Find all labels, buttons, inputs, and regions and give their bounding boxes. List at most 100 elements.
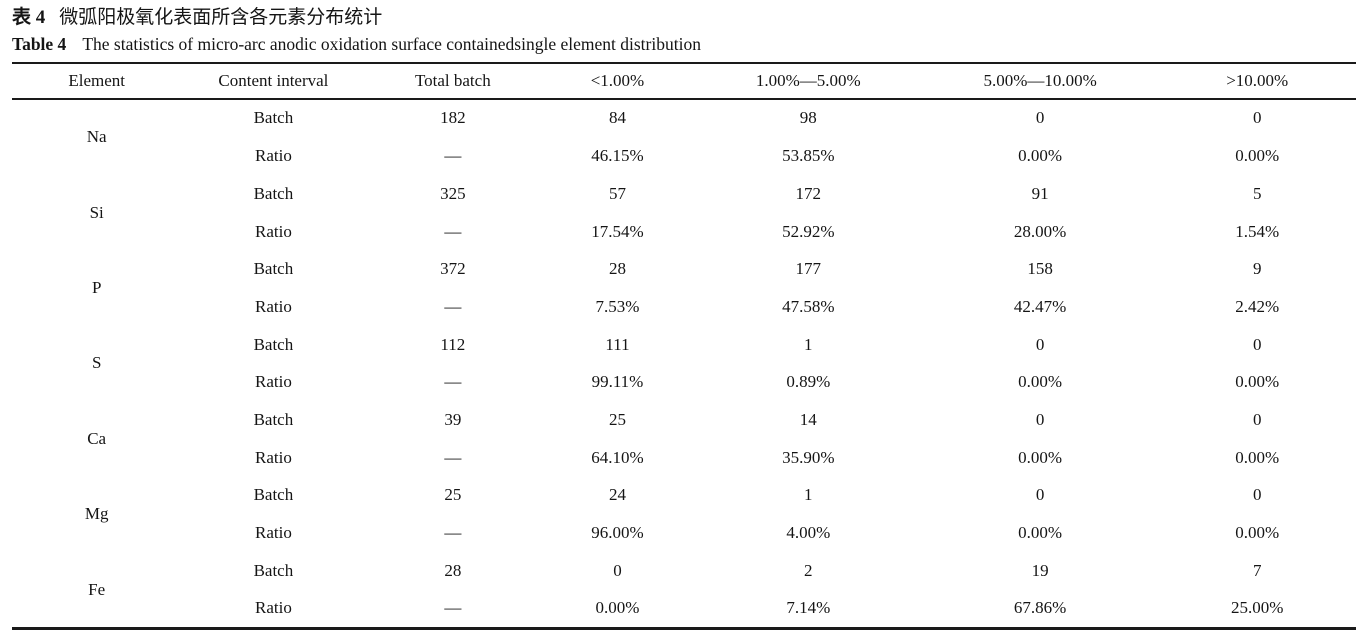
element-cell-na: Na: [86, 127, 107, 147]
col-header-gt-10pct: >10.00%: [1158, 62, 1356, 100]
batch-value-na-col1: 182: [440, 108, 466, 128]
batch-value-si-col2: 57: [608, 183, 626, 203]
interval-label-batch-ca: Batch: [253, 409, 294, 429]
batch-value-na-col5: 0: [1252, 108, 1262, 128]
batch-value-ca-col4: 0: [1035, 409, 1045, 429]
ratio-value-ca-col2: 64.10%: [591, 447, 644, 467]
batch-value-s-col4: 0: [1035, 334, 1045, 354]
table-title-zh: 表 4 微弧阳极氧化表面所含各元素分布统计: [12, 5, 1352, 31]
table-row-na-batch: Na Batch 182 84 98 0 0: [12, 99, 1356, 146]
batch-value-mg-col3: 1: [804, 485, 813, 505]
element-cell-fe: Fe: [88, 579, 106, 599]
col-header-element: Element: [12, 62, 182, 100]
batch-value-fe-col1: 28: [444, 560, 462, 580]
element-cell-mg: Mg: [84, 504, 109, 524]
ratio-value-mg-col4: 0.00%: [1018, 523, 1063, 543]
ratio-value-si-col2: 17.54%: [591, 221, 644, 241]
ratio-value-p-col2: 7.53%: [595, 296, 640, 316]
table-title-zh-text: 微弧阳极氧化表面所含各元素分布统计: [59, 7, 383, 28]
interval-label-ratio-ca: Ratio: [254, 447, 292, 467]
ratio-value-p-col4: 42.47%: [1013, 296, 1067, 316]
interval-label-batch-si: Batch: [253, 183, 294, 203]
table-title-en: Table 4 The statistics of micro-arc anodi…: [12, 34, 1352, 55]
table-row-mg-ratio: Ratio — 96.00% 4.00% 0.00% 0.00%: [12, 514, 1356, 552]
ratio-value-na-col2: 46.15%: [591, 146, 644, 166]
batch-value-ca-col3: 14: [799, 409, 817, 429]
interval-label-batch-s: Batch: [253, 334, 294, 354]
batch-value-na-col4: 0: [1035, 108, 1045, 128]
ratio-value-s-col2: 99.11%: [591, 372, 644, 392]
table-title-en-text: The statistics of micro-arc anodic oxida…: [82, 33, 701, 54]
ratio-value-na-col3: 53.85%: [782, 146, 835, 166]
table-number-en: Table 4: [12, 33, 67, 54]
ratio-value-si-col5: 1.54%: [1235, 221, 1280, 241]
batch-value-si-col5: 5: [1252, 183, 1262, 203]
batch-value-s-col1: 112: [440, 334, 466, 354]
batch-value-fe-col4: 19: [1031, 560, 1049, 580]
ratio-value-mg-col3: 4.00%: [786, 523, 831, 543]
ratio-value-s-col5: 0.00%: [1235, 372, 1280, 392]
table-number-zh: 表 4: [12, 7, 46, 28]
ratio-value-si-col1: —: [444, 221, 462, 241]
ratio-value-mg-col2: 96.00%: [591, 523, 644, 543]
batch-value-mg-col4: 0: [1035, 485, 1045, 505]
ratio-value-p-col5: 2.42%: [1235, 296, 1280, 316]
table-row-na-ratio: Ratio — 46.15% 53.85% 0.00% 0.00%: [12, 137, 1356, 175]
col-header-content-interval: Content interval: [181, 62, 366, 100]
ratio-value-mg-col1: —: [444, 523, 462, 543]
table-row-p-ratio: Ratio — 7.53% 47.58% 42.47% 2.42%: [12, 288, 1356, 326]
table-row-si-batch: Si Batch 325 57 172 91 5: [12, 175, 1356, 222]
col-header-total-batch: Total batch: [365, 62, 541, 100]
batch-value-mg-col5: 0: [1252, 485, 1262, 505]
ratio-value-ca-col4: 0.00%: [1018, 447, 1063, 467]
interval-label-ratio-p: Ratio: [254, 296, 292, 316]
ratio-value-fe-col4: 67.86%: [1013, 598, 1067, 618]
element-cell-si: Si: [89, 202, 104, 222]
batch-value-p-col5: 9: [1252, 259, 1262, 279]
table-row-mg-batch: Mg Batch 25 24 1 0 0: [12, 477, 1356, 523]
interval-label-ratio-mg: Ratio: [254, 523, 292, 543]
ratio-value-si-col4: 28.00%: [1013, 221, 1067, 241]
table-row-ca-batch: Ca Batch 39 25 14 0 0: [12, 401, 1356, 448]
batch-value-s-col2: 111: [605, 334, 630, 354]
table-row-si-ratio: Ratio — 17.54% 52.92% 28.00% 1.54%: [12, 213, 1356, 251]
col-header-lt-1pct: <1.00%: [540, 62, 695, 100]
ratio-value-ca-col5: 0.00%: [1235, 447, 1280, 467]
ratio-value-fe-col5: 25.00%: [1230, 598, 1284, 618]
ratio-value-na-col1: —: [444, 146, 462, 166]
table-body: Na Batch 182 84 98 0 0 Ratio — 46.15% 53.85% 0.00% 0…: [12, 99, 1356, 629]
ratio-value-si-col3: 52.92%: [782, 221, 835, 241]
interval-label-ratio-na: Ratio: [254, 146, 292, 166]
col-header-1-5pct: 1.00%—5.00%: [694, 62, 922, 100]
element-distribution-table: Element Content interval Total batch <1.…: [12, 61, 1356, 631]
batch-value-si-col1: 325: [440, 183, 466, 203]
header-row: Element Content interval Total batch <1.…: [12, 62, 1356, 100]
interval-label-ratio-si: Ratio: [254, 221, 292, 241]
ratio-value-mg-col5: 0.00%: [1235, 523, 1280, 543]
ratio-value-fe-col1: —: [444, 598, 462, 618]
batch-value-si-col3: 172: [795, 183, 822, 203]
batch-value-p-col3: 177: [795, 259, 822, 279]
element-cell-s: S: [91, 353, 102, 373]
ratio-value-p-col1: —: [444, 296, 462, 316]
interval-label-batch-fe: Batch: [253, 560, 294, 580]
table-row-s-batch: S Batch 112 111 1 0 0: [12, 326, 1356, 373]
batch-value-fe-col3: 2: [804, 560, 813, 580]
batch-value-na-col3: 98: [799, 108, 817, 128]
element-cell-p: P: [91, 278, 102, 298]
batch-value-p-col4: 158: [1027, 259, 1053, 279]
batch-value-ca-col5: 0: [1252, 409, 1262, 429]
col-header-5-10pct: 5.00%—10.00%: [921, 62, 1159, 100]
batch-value-p-col1: 372: [440, 259, 466, 279]
table-row-s-ratio: Ratio — 99.11% 0.89% 0.00% 0.00%: [12, 363, 1356, 401]
ratio-value-s-col1: —: [444, 372, 462, 392]
ratio-value-na-col4: 0.00%: [1018, 146, 1063, 166]
ratio-value-na-col5: 0.00%: [1235, 146, 1280, 166]
ratio-value-fe-col3: 7.14%: [786, 598, 831, 618]
interval-label-ratio-fe: Ratio: [254, 598, 292, 618]
table-row-fe-batch: Fe Batch 28 0 2 19 7: [12, 552, 1356, 599]
batch-value-na-col2: 84: [608, 108, 626, 128]
batch-value-s-col5: 0: [1252, 334, 1262, 354]
ratio-value-s-col4: 0.00%: [1018, 372, 1063, 392]
batch-value-p-col2: 28: [608, 259, 626, 279]
